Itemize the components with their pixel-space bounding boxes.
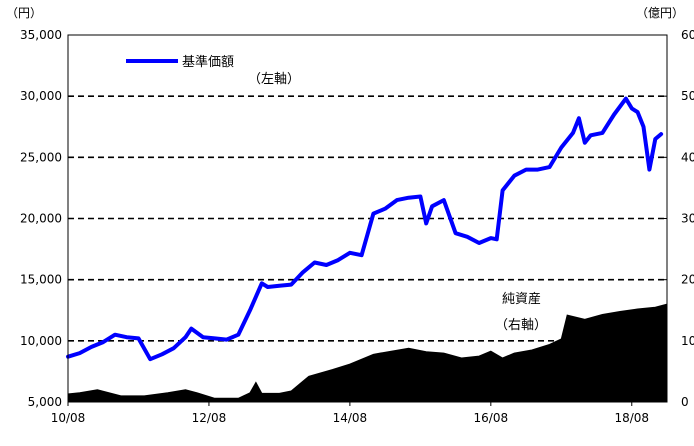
right-tick-label: 20: [681, 273, 694, 287]
x-tick-label: 12/08: [192, 411, 227, 425]
left-tick-label: 10,000: [20, 334, 62, 348]
x-tick-label: 14/08: [333, 411, 368, 425]
legend: 基準価額 （左軸）: [126, 54, 300, 87]
left-tick-label: 20,000: [20, 212, 62, 226]
left-tick-label: 30,000: [20, 89, 62, 103]
right-axis-unit: （億円）: [636, 6, 684, 20]
x-tick-label: 18/08: [614, 411, 649, 425]
right-tick-label: 40: [681, 150, 694, 164]
left-tick-label: 25,000: [20, 150, 62, 164]
net-assets-axis-note: （右軸）: [495, 318, 547, 333]
left-tick-label: 15,000: [20, 273, 62, 287]
left-axis-unit: （円）: [6, 6, 42, 20]
left-tick-label: 35,000: [20, 28, 62, 42]
left-tick-label: 5,000: [28, 395, 62, 409]
x-tick-label: 16/08: [474, 411, 509, 425]
x-tick-label: 10/08: [51, 411, 86, 425]
legend-axis-note: （左軸）: [248, 72, 300, 87]
net-assets-area: [67, 303, 668, 403]
right-tick-label: 30: [681, 212, 694, 226]
net-assets-area-group: [67, 303, 668, 403]
nav-line-group: [66, 96, 664, 362]
axis-ticks: 5,000 10,000 15,000 20,000 25,000 30,000 35,00…: [20, 28, 694, 425]
legend-label-nav: 基準価額: [182, 54, 234, 70]
net-assets-label: 純資産: [502, 291, 541, 307]
right-tick-label: 50: [681, 89, 694, 103]
right-tick-label: 10: [681, 334, 694, 348]
right-tick-label: 60: [681, 28, 694, 42]
nav-line: [66, 96, 664, 362]
right-tick-label: 0: [681, 395, 689, 409]
